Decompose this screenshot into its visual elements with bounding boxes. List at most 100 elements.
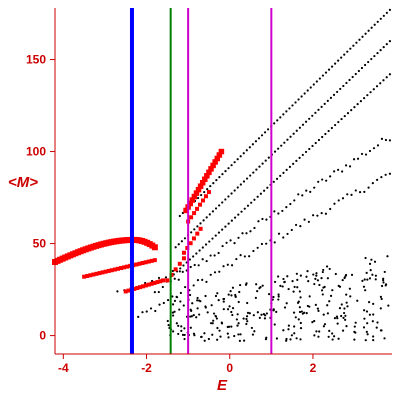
black-point (371, 273, 374, 276)
black-point (325, 265, 329, 268)
black-point (282, 236, 285, 239)
black-point (217, 251, 220, 255)
black-point (293, 285, 296, 289)
black-point (330, 126, 333, 130)
black-point (175, 322, 178, 325)
black-point (226, 263, 229, 266)
black-point (209, 184, 212, 188)
black-point (315, 80, 318, 83)
black-point (323, 285, 326, 288)
black-point (298, 126, 301, 129)
black-point (181, 333, 185, 337)
black-point (204, 305, 207, 308)
red-point (137, 261, 142, 266)
black-point (341, 170, 344, 173)
black-point (248, 312, 251, 315)
black-point (241, 232, 244, 235)
black-point (379, 82, 382, 85)
black-point (361, 35, 364, 38)
red-point (216, 152, 223, 158)
black-point (376, 144, 380, 147)
black-point (246, 320, 249, 323)
black-point (242, 317, 245, 320)
black-point (387, 304, 390, 307)
black-point (281, 209, 284, 213)
black-point (193, 228, 196, 231)
black-point (172, 330, 175, 333)
black-point (167, 323, 170, 327)
black-point (298, 310, 302, 314)
black-point (173, 277, 176, 280)
black-point (359, 100, 362, 103)
black-point (340, 117, 343, 121)
red-point (143, 283, 148, 288)
black-point (308, 295, 311, 298)
red-point (119, 266, 124, 271)
black-point (382, 79, 385, 82)
black-point (254, 296, 257, 300)
black-point (279, 174, 282, 177)
red-point (192, 211, 197, 216)
black-point (321, 293, 324, 296)
black-point (324, 132, 327, 136)
black-point (213, 254, 216, 257)
black-point (317, 309, 320, 312)
black-point (337, 59, 340, 62)
black-point (205, 216, 208, 219)
black-point (334, 272, 337, 276)
black-point (275, 310, 278, 313)
black-point (217, 231, 221, 234)
black-point (364, 153, 368, 156)
black-point (281, 285, 284, 288)
black-point (277, 212, 280, 215)
black-point (245, 322, 248, 326)
black-point (242, 339, 246, 342)
red-point (189, 215, 194, 220)
black-point (279, 284, 282, 287)
black-point (276, 119, 279, 122)
black-point (327, 68, 331, 71)
black-point (209, 273, 212, 276)
black-point (368, 149, 372, 153)
black-point (183, 237, 187, 240)
black-point (380, 297, 383, 301)
black-point (321, 135, 324, 139)
black-point (353, 106, 356, 109)
black-point (342, 316, 345, 319)
black-point (181, 270, 184, 273)
black-point (212, 312, 216, 315)
black-point (183, 327, 186, 330)
black-point (202, 219, 205, 222)
black-point (230, 310, 233, 314)
x-tick-label: 2 (310, 361, 317, 375)
black-point (373, 23, 376, 26)
black-point (296, 278, 299, 281)
black-point (229, 289, 232, 293)
red-point (140, 261, 145, 266)
black-point (236, 313, 239, 316)
black-point (345, 81, 348, 85)
black-point (388, 139, 392, 142)
black-point (180, 325, 183, 328)
black-point (211, 322, 214, 325)
black-point (231, 307, 235, 310)
black-point (248, 255, 251, 258)
red-point (206, 169, 212, 176)
black-point (195, 252, 198, 255)
black-point (317, 138, 321, 142)
black-point (203, 339, 206, 342)
black-point (349, 295, 352, 298)
black-point (374, 274, 377, 277)
black-point (253, 330, 256, 333)
black-point (218, 204, 221, 207)
black-point (189, 265, 192, 269)
black-point (260, 242, 264, 246)
black-point (242, 180, 246, 183)
red-point (103, 269, 108, 274)
black-point (353, 325, 356, 328)
black-point (301, 194, 304, 197)
red-point (152, 258, 157, 263)
black-point (360, 152, 364, 156)
red-point (177, 261, 182, 266)
black-point (379, 307, 382, 310)
